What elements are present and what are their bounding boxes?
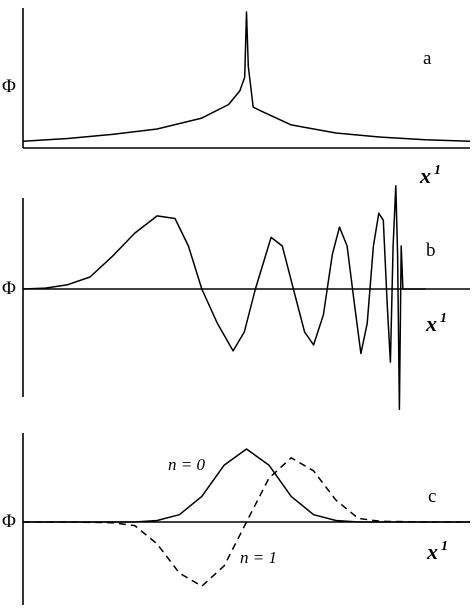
panel-c-series-n0-line	[23, 448, 470, 523]
panel-b-label: b	[426, 240, 436, 261]
panel-c-series-n1-line	[23, 457, 470, 587]
panel-c-label: c	[428, 486, 436, 507]
panel-b-y-label: Φ	[2, 278, 16, 299]
panel-a-x-label-base: x	[419, 163, 431, 188]
panel-a-x-label-superscript: 1	[434, 163, 441, 178]
panel-c-y-label: Φ	[2, 511, 16, 532]
panel-b-series-0-line	[22, 185, 426, 411]
panel-a-y-label: Φ	[2, 76, 16, 97]
panel-c-x-label-superscript: 1	[441, 539, 448, 554]
panel-b-x-label-base: x	[425, 311, 437, 336]
panel-c-annotation-n0: n = 0	[168, 455, 205, 474]
panel-b-x-label-superscript: 1	[440, 311, 447, 326]
panel-c-annotation-n1: n = 1	[240, 548, 277, 567]
panel-c-x-label-base: x	[426, 539, 438, 564]
panel-a-label: a	[423, 48, 432, 69]
panel-a-series-0-line	[22, 11, 471, 142]
